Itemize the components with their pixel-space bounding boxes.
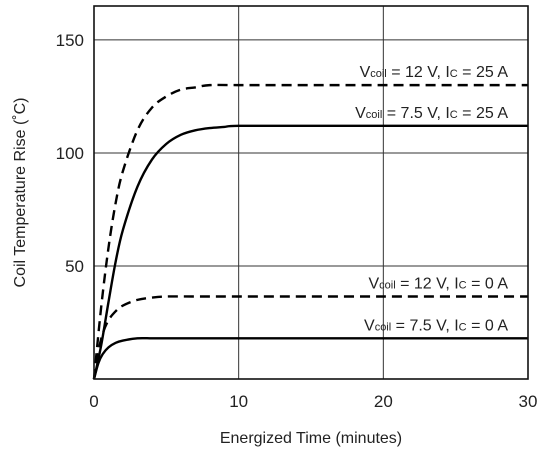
x-tick-label: 10 [229,392,248,411]
grid [94,6,528,379]
y-tick-label: 100 [56,144,84,163]
series-lines [92,83,528,380]
series-label-1: Vcoil = 12 V, IC = 25 A [360,64,509,81]
series-label-4: Vcoil = 7.5 V, IC = 0 A [364,317,508,334]
series-line-2 [92,124,528,380]
series-annotations: Vcoil = 12 V, IC = 25 A Vcoil = 7.5 V, IC… [355,64,508,334]
series-line-1 [92,83,528,380]
series-label-2: Vcoil = 7.5 V, IC = 25 A [355,105,508,122]
x-axis-label: Energized Time (minutes) [220,430,402,447]
series-label-3: Vcoil = 12 V, IC = 0 A [368,275,508,292]
y-tick-label: 50 [65,257,84,276]
x-tick-label: 30 [519,392,538,411]
x-tick-label: 0 [89,392,98,411]
y-axis-label: Coil Temperature Rise (˚C) [12,98,29,288]
y-tick-label: 150 [56,31,84,50]
tick-labels: 0 10 20 30 50 100 150 [56,31,538,411]
plot-frame [93,5,529,380]
series-line-3 [92,295,528,380]
series-line-4 [92,336,528,380]
x-tick-label: 20 [374,392,393,411]
